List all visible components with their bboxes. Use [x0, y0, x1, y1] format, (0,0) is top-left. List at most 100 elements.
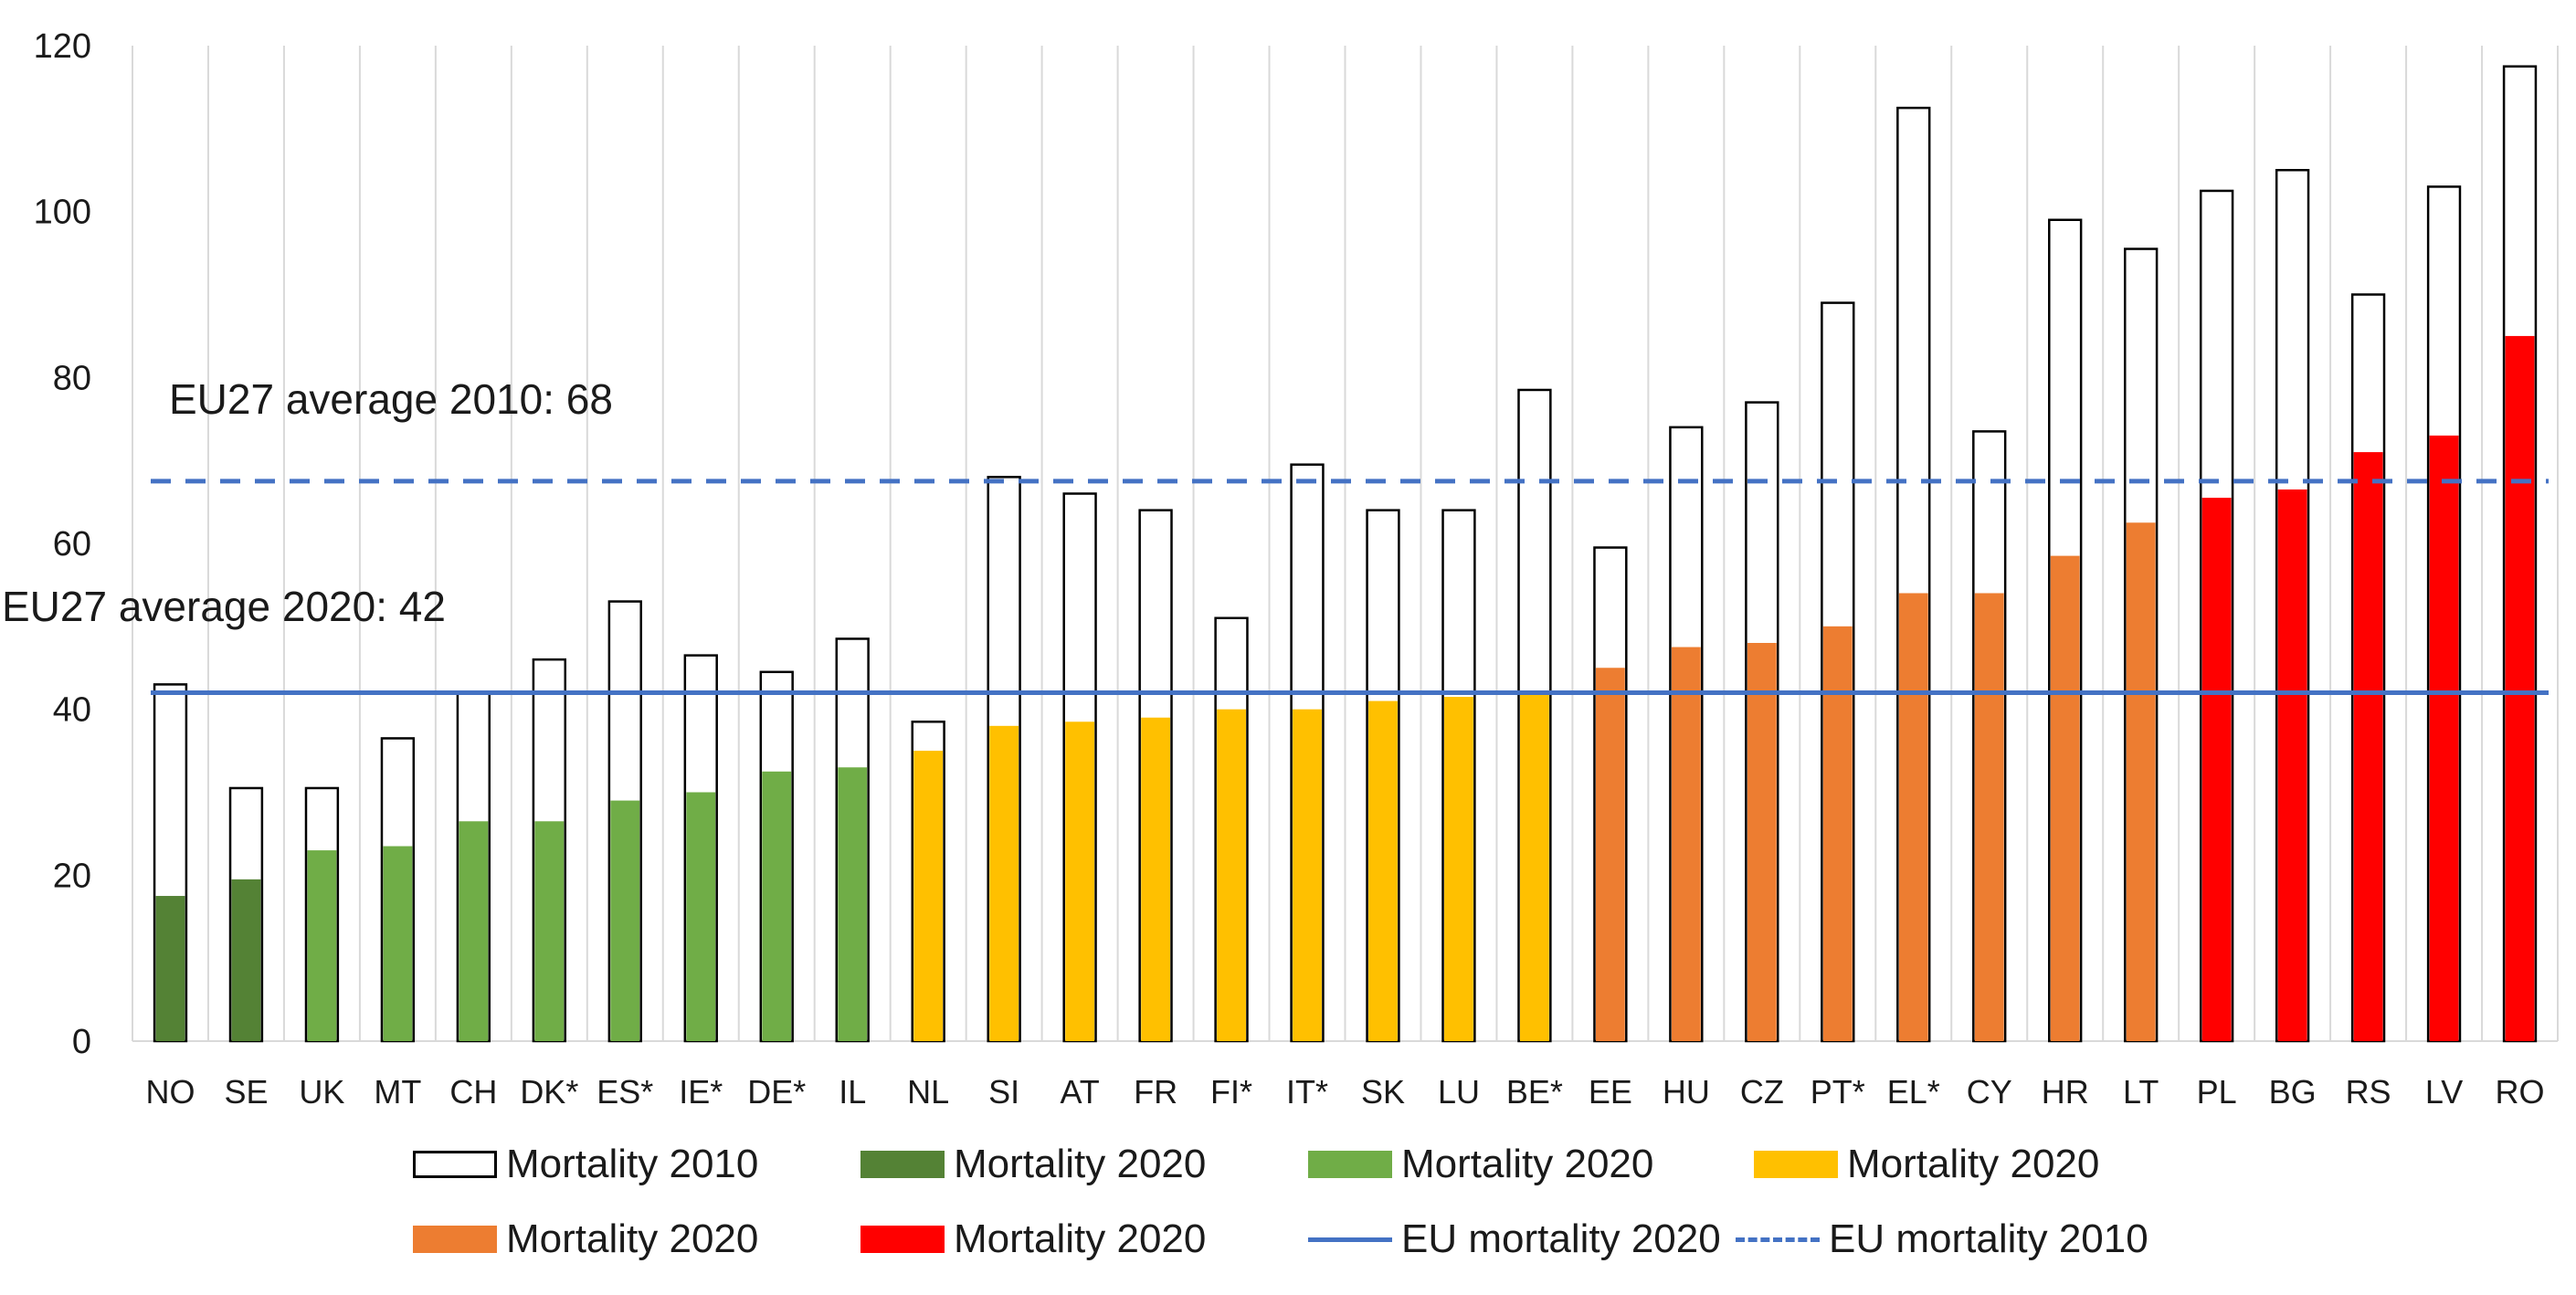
bar-2020	[1974, 593, 2004, 1041]
bar-2020	[1822, 626, 1853, 1041]
y-axis-ticks: 0 20 40 60 80 100 120	[34, 27, 91, 1061]
bar-2020	[1065, 721, 1095, 1041]
bar-2020	[1671, 647, 1701, 1041]
bar-2020	[2201, 498, 2232, 1041]
bar-2020	[1141, 717, 1171, 1041]
bar-2020	[2429, 435, 2459, 1042]
bar-2020	[2505, 335, 2535, 1042]
bar-2020	[1368, 700, 1398, 1041]
legend-item-mortality-2020-yellow: Mortality 2020	[1754, 1132, 2099, 1196]
x-category-label: NO	[145, 1073, 195, 1111]
legend-label: Mortality 2010	[506, 1142, 759, 1186]
x-category-label: LU	[1438, 1073, 1480, 1111]
x-category-label: EE	[1589, 1073, 1632, 1111]
bar-2020	[231, 879, 261, 1041]
bar-2020	[383, 846, 413, 1041]
bar-2020	[2277, 489, 2307, 1041]
x-axis-categories: NO SE UK MT CH DK* ES* IE* DE* IL NL SI AT FR FI* IT* SK…	[145, 1073, 2544, 1111]
bar-2020	[307, 850, 337, 1041]
legend-item-mortality-2020-light-green: Mortality 2020	[1308, 1132, 1653, 1196]
x-category-label: SK	[1361, 1073, 1405, 1111]
legend-swatch-orange	[413, 1226, 497, 1253]
legend-swatch-red	[860, 1226, 945, 1253]
x-category-label: LT	[2123, 1073, 2159, 1111]
x-category-label: CY	[1967, 1073, 2012, 1111]
x-category-label: EL*	[1887, 1073, 1940, 1111]
mortality-bar-chart: 0 20 40 60 80 100 120 NO SE UK MT CH DK* ES* IE* DE* IL…	[2, 27, 2559, 1111]
bar-2020	[2050, 555, 2080, 1041]
bar-2020	[1898, 593, 1928, 1041]
x-category-label: PL	[2197, 1073, 2237, 1111]
bar-2020	[1293, 709, 1322, 1041]
legend-swatch-dashed-line	[1736, 1237, 1820, 1242]
bar-2020	[686, 792, 716, 1041]
x-category-label: BG	[2269, 1073, 2317, 1111]
legend-item-mortality-2010: Mortality 2010	[413, 1132, 758, 1196]
annotation-avg-2010: EU27 average 2010: 68	[169, 375, 613, 423]
legend-item-eu-2010: EU mortality 2010	[1736, 1207, 2148, 1271]
bar-2020	[989, 725, 1019, 1041]
y-tick-label: 100	[34, 194, 91, 232]
legend-label: EU mortality 2010	[1829, 1216, 2148, 1261]
legend-item-eu-2020: EU mortality 2020	[1308, 1207, 1721, 1271]
x-category-label: PT*	[1811, 1073, 1865, 1111]
x-category-label: DE*	[747, 1073, 806, 1111]
legend-item-mortality-2020-red: Mortality 2020	[860, 1207, 1206, 1271]
y-tick-label: 60	[53, 525, 91, 563]
legend-swatch-outline	[413, 1151, 497, 1178]
bar-2020	[1444, 697, 1473, 1041]
bar-2020	[610, 800, 640, 1041]
bar-2020	[762, 771, 792, 1041]
x-category-label: IT*	[1286, 1073, 1328, 1111]
bar-2020	[1217, 709, 1246, 1041]
legend-label: Mortality 2020	[506, 1216, 759, 1261]
x-category-label: SI	[988, 1073, 1019, 1111]
x-category-label: MT	[374, 1073, 421, 1111]
bar-2020	[2126, 522, 2156, 1041]
legend-item-mortality-2020-dark-green: Mortality 2020	[860, 1132, 1206, 1196]
legend-swatch-yellow	[1754, 1151, 1838, 1178]
x-category-label: LV	[2425, 1073, 2463, 1111]
x-category-label: IL	[839, 1073, 866, 1111]
legend-swatch-dark-green	[860, 1151, 945, 1178]
annotation-avg-2020: EU27 average 2020: 42	[2, 583, 446, 630]
bars-mortality-2020	[155, 335, 2535, 1042]
legend-swatch-solid-line	[1308, 1237, 1392, 1242]
legend-swatch-light-green	[1308, 1151, 1392, 1178]
bar-2020	[1519, 692, 1549, 1041]
y-tick-label: 0	[72, 1023, 91, 1061]
bar-2020	[1595, 668, 1625, 1041]
legend-label: EU mortality 2020	[1401, 1216, 1721, 1261]
bar-2020	[155, 896, 185, 1041]
chart-legend: Mortality 2010 Mortality 2020 Mortality …	[402, 1132, 2320, 1288]
legend-label: Mortality 2020	[954, 1216, 1207, 1261]
x-category-label: FR	[1134, 1073, 1177, 1111]
bar-2020	[913, 751, 944, 1041]
legend-label: Mortality 2020	[954, 1142, 1207, 1186]
x-category-label: SE	[224, 1073, 268, 1111]
x-category-label: HR	[2042, 1073, 2089, 1111]
legend-label: Mortality 2020	[1847, 1142, 2100, 1186]
x-category-label: RO	[2496, 1073, 2545, 1111]
x-category-label: CZ	[1740, 1073, 1784, 1111]
x-category-label: NL	[907, 1073, 949, 1111]
y-tick-label: 20	[53, 857, 91, 895]
bar-2020	[838, 767, 868, 1041]
y-tick-label: 40	[53, 691, 91, 730]
legend-label: Mortality 2020	[1401, 1142, 1654, 1186]
y-tick-label: 80	[53, 359, 91, 397]
x-category-label: DK*	[520, 1073, 578, 1111]
x-category-label: AT	[1060, 1073, 1099, 1111]
bar-2020	[1747, 643, 1777, 1041]
eu-reference-lines	[151, 479, 2549, 695]
legend-item-mortality-2020-orange: Mortality 2020	[413, 1207, 758, 1271]
x-category-label: ES*	[596, 1073, 653, 1111]
grid-lines	[132, 46, 2559, 1042]
x-category-label: UK	[299, 1073, 344, 1111]
bar-2020	[459, 821, 489, 1041]
x-category-label: FI*	[1210, 1073, 1252, 1111]
y-tick-label: 120	[34, 27, 91, 66]
bar-2020	[2353, 452, 2383, 1041]
x-category-label: HU	[1663, 1073, 1710, 1111]
x-category-label: IE*	[679, 1073, 723, 1111]
